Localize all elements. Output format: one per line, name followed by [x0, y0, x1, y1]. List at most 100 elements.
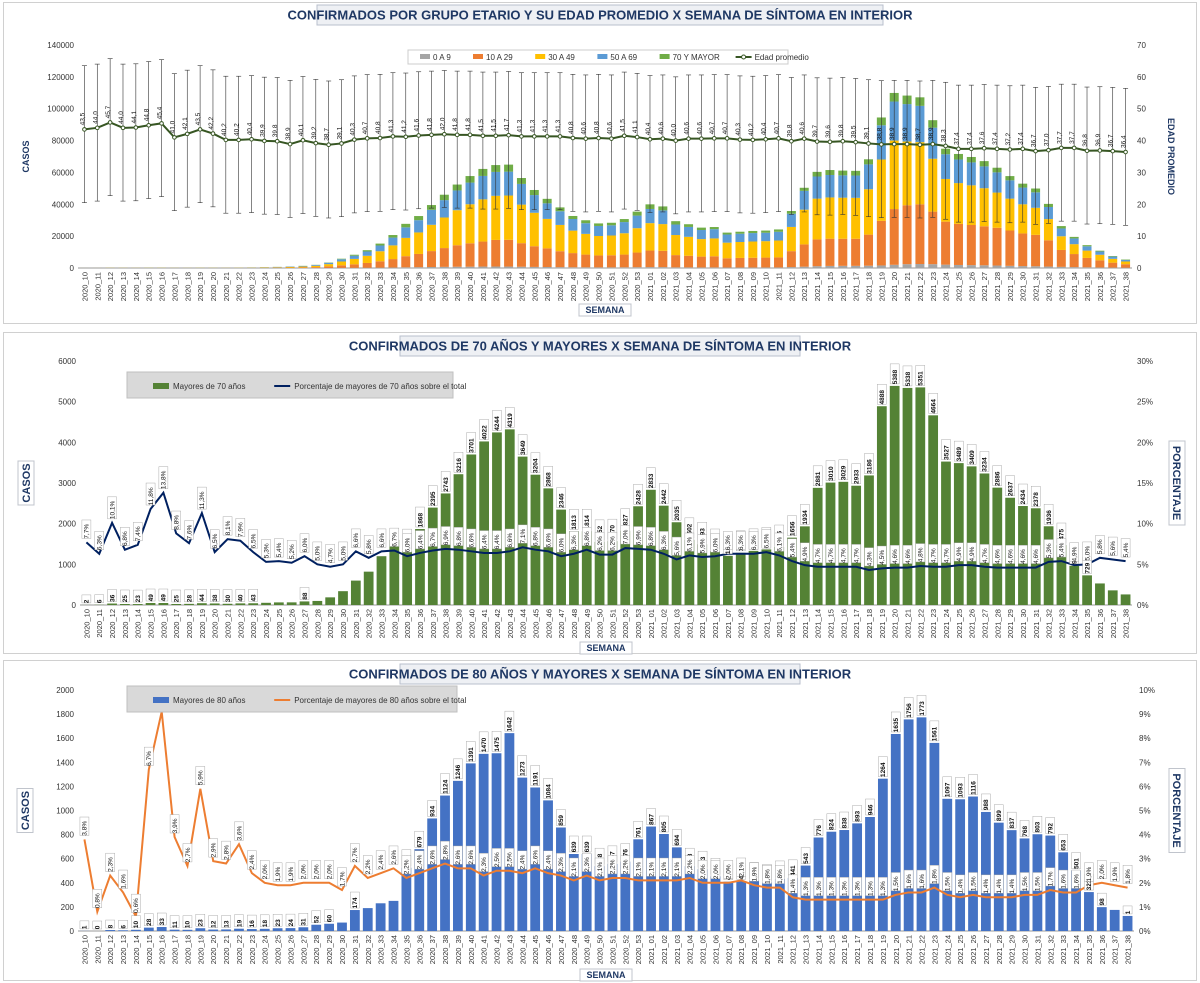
x-tick-label: 2020_36 [416, 609, 425, 638]
data-label: 36,9 [1095, 133, 1102, 146]
legend-label: Edad promedio [755, 53, 810, 62]
data-label: 41,0 [169, 120, 176, 133]
x-tick-label: 2021_35 [1083, 609, 1092, 638]
x-tick-label: 2021_05 [698, 609, 707, 638]
bar [337, 922, 347, 931]
percent-value-label: 2,5% [507, 852, 514, 867]
bar [158, 603, 169, 605]
data-label: 38,9 [889, 127, 896, 140]
bar-value-label: 49 [148, 594, 155, 602]
percent-value-label: 6,3% [751, 535, 758, 550]
percent-value-label: 1,5% [945, 876, 952, 891]
percent-label-box [941, 544, 951, 563]
bar-segment [735, 267, 745, 268]
bar [594, 541, 605, 605]
data-label-box [891, 711, 901, 733]
percentage-line [85, 490, 1126, 572]
x-tick-label: 2021_36 [1096, 609, 1105, 638]
percent-value-label: 1,4% [957, 879, 964, 894]
bar-value-label: 1813 [571, 515, 578, 530]
x-axis-title: SEMANA [585, 305, 625, 315]
legend-box [126, 685, 458, 713]
line-point [583, 136, 589, 141]
percent-value-label: 6,1% [776, 537, 783, 552]
percent-value-label: 2,0% [262, 864, 269, 879]
percent-value-label: 5,9% [198, 770, 205, 785]
bar-segment [362, 250, 372, 252]
bar [491, 753, 502, 931]
x-tick-label: 2020_31 [351, 935, 360, 964]
bar-segment [516, 266, 526, 268]
percent-label-box [105, 852, 115, 872]
percent-value-label: 2,8% [442, 845, 449, 860]
percent-label-box [685, 855, 695, 875]
percent-value-label: 2,0% [301, 864, 308, 879]
bar-segment [979, 226, 989, 266]
bar-segment [915, 264, 925, 268]
line-point [532, 134, 537, 139]
bar-segment [426, 209, 436, 225]
percent-value-label: 6,0% [558, 537, 565, 552]
bar [209, 603, 220, 605]
data-label: 40,6 [606, 122, 613, 135]
bar [1109, 909, 1120, 931]
bar-segment [1095, 251, 1105, 255]
x-tick-label: 2020_37 [428, 935, 437, 964]
percent-value-label: 1,3% [829, 881, 836, 896]
percent-value-label: 6,6% [546, 533, 553, 548]
percent-label-box [401, 855, 412, 875]
data-label-box [581, 835, 592, 853]
bar-segment [735, 242, 745, 258]
x-tick-label: 2021_27 [980, 272, 989, 301]
bar-segment [799, 244, 809, 267]
bar [556, 827, 566, 931]
line-point [827, 139, 833, 145]
bar-value-label: 1868 [417, 512, 424, 527]
percent-value-label: 11,8% [148, 487, 155, 505]
bar-segment [375, 251, 385, 262]
data-label: 41,8 [426, 118, 433, 131]
y2-tick-label: 4% [1139, 831, 1151, 840]
x-tick-label: 2021_32 [1044, 272, 1053, 301]
data-label-box [864, 453, 874, 474]
bar-segment [439, 266, 449, 268]
y2-tick-label: 70 [1137, 41, 1146, 50]
bar [182, 929, 193, 931]
data-label-box [478, 731, 489, 753]
bar [375, 903, 386, 931]
bar [723, 555, 733, 605]
x-tick-label: 2020_27 [301, 609, 310, 638]
x-tick-label: 2020_18 [183, 272, 192, 301]
bar-segment [555, 251, 565, 268]
bar [504, 429, 515, 605]
percent-label-box [825, 544, 836, 563]
percent-label-box [1069, 542, 1079, 562]
bar [312, 600, 323, 605]
data-label: 40,2 [234, 123, 241, 136]
percent-label-box [247, 850, 257, 870]
bar-segment [1108, 256, 1118, 257]
bar [658, 505, 669, 605]
data-label: 37,7 [1056, 131, 1063, 144]
bar-value-label: 1116 [970, 781, 977, 795]
x-tick-label: 2020_45 [531, 609, 540, 638]
percent-label-box [569, 531, 579, 550]
bar-segment [1082, 267, 1092, 268]
bar-value-label: 44 [199, 594, 206, 602]
x-tick-label: 2020_20 [209, 272, 218, 301]
data-label: 42,2 [208, 117, 215, 130]
percent-label-box [800, 542, 810, 562]
data-label-box [208, 915, 218, 928]
line-point [467, 132, 473, 138]
bar [735, 552, 746, 605]
percent-label-box [235, 518, 246, 537]
bar-value-label: 2035 [674, 506, 681, 521]
percent-value-label: 4,8% [918, 547, 925, 562]
x-tick-label: 2021_19 [879, 935, 888, 964]
percent-label-box [234, 821, 244, 841]
x-tick-label: 2020_47 [557, 935, 566, 964]
line-point [352, 137, 357, 142]
bar-value-label: 1246 [455, 764, 462, 779]
x-tick-label: 2020_41 [480, 935, 489, 964]
x-tick-label: 2020_24 [260, 272, 269, 301]
